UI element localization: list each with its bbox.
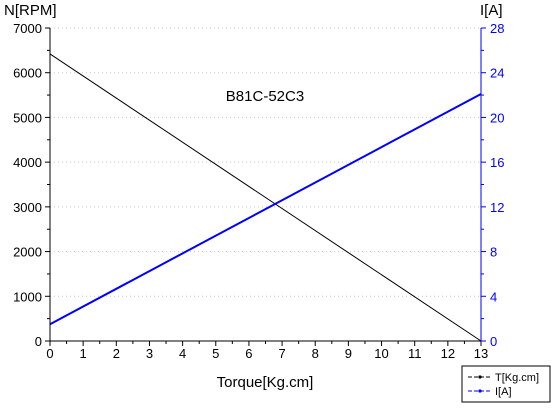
- legend-label-1: I[A]: [495, 386, 512, 398]
- legend-box: [461, 365, 551, 403]
- x-tick-label-5: 5: [212, 346, 219, 361]
- x-tick-label-11: 11: [408, 346, 422, 361]
- grid-lines: [50, 27, 481, 297]
- x-tick-label-7: 7: [278, 346, 285, 361]
- legend-label-0: T[Kg.cm]: [495, 372, 539, 384]
- y-right-tick-label-3: 12: [490, 200, 504, 215]
- x-tick-label-10: 10: [374, 346, 388, 361]
- left-axis-title: N[RPM]: [4, 2, 57, 19]
- y-left-tick-label-5: 5000: [13, 110, 42, 125]
- legend-marker-1: [478, 389, 482, 393]
- y-left-tick-label-3: 3000: [13, 200, 42, 215]
- y-left-tick-label-4: 4000: [13, 155, 42, 170]
- x-tick-label-9: 9: [345, 346, 352, 361]
- chart-annotation: B81C-52C3: [226, 88, 304, 105]
- y-right-tick-label-2: 8: [490, 245, 497, 260]
- x-tick-label-8: 8: [312, 346, 319, 361]
- series-line-0: [49, 53, 482, 342]
- ticks: 0 1 2 3 4 5 6 7 8 9 10 11 12 130100020003000400050006…: [13, 21, 504, 361]
- x-tick-label-6: 6: [245, 346, 252, 361]
- x-tick-label-4: 4: [179, 346, 186, 361]
- y-right-tick-label-0: 0: [490, 334, 497, 349]
- x-axis-title: Torque[Kg.cm]: [217, 374, 314, 391]
- x-tick-label-3: 3: [146, 346, 153, 361]
- x-tick-label-12: 12: [441, 346, 455, 361]
- legend-marker-0: [478, 375, 482, 379]
- x-tick-label-1: 1: [80, 346, 87, 361]
- x-tick-label-2: 2: [113, 346, 120, 361]
- axes: [49, 28, 482, 342]
- right-axis-title: I[A]: [480, 2, 503, 19]
- y-right-tick-label-7: 28: [490, 21, 504, 36]
- series-line-1: [49, 93, 482, 326]
- series-lines: [49, 53, 482, 342]
- legend: T[Kg.cm] I[A]: [461, 365, 551, 403]
- x-tick-label-13: 13: [474, 346, 488, 361]
- y-left-tick-label-0: 0: [35, 334, 42, 349]
- x-tick-label-0: 0: [46, 346, 53, 361]
- y-right-tick-label-5: 20: [490, 110, 504, 125]
- y-left-tick-label-2: 2000: [13, 245, 42, 260]
- y-right-tick-label-6: 24: [490, 66, 504, 81]
- y-right-tick-label-4: 16: [490, 155, 504, 170]
- y-left-tick-label-7: 7000: [13, 21, 42, 36]
- y-left-tick-label-6: 6000: [13, 66, 42, 81]
- y-left-tick-label-1: 1000: [13, 289, 42, 304]
- y-right-tick-label-1: 4: [490, 289, 497, 304]
